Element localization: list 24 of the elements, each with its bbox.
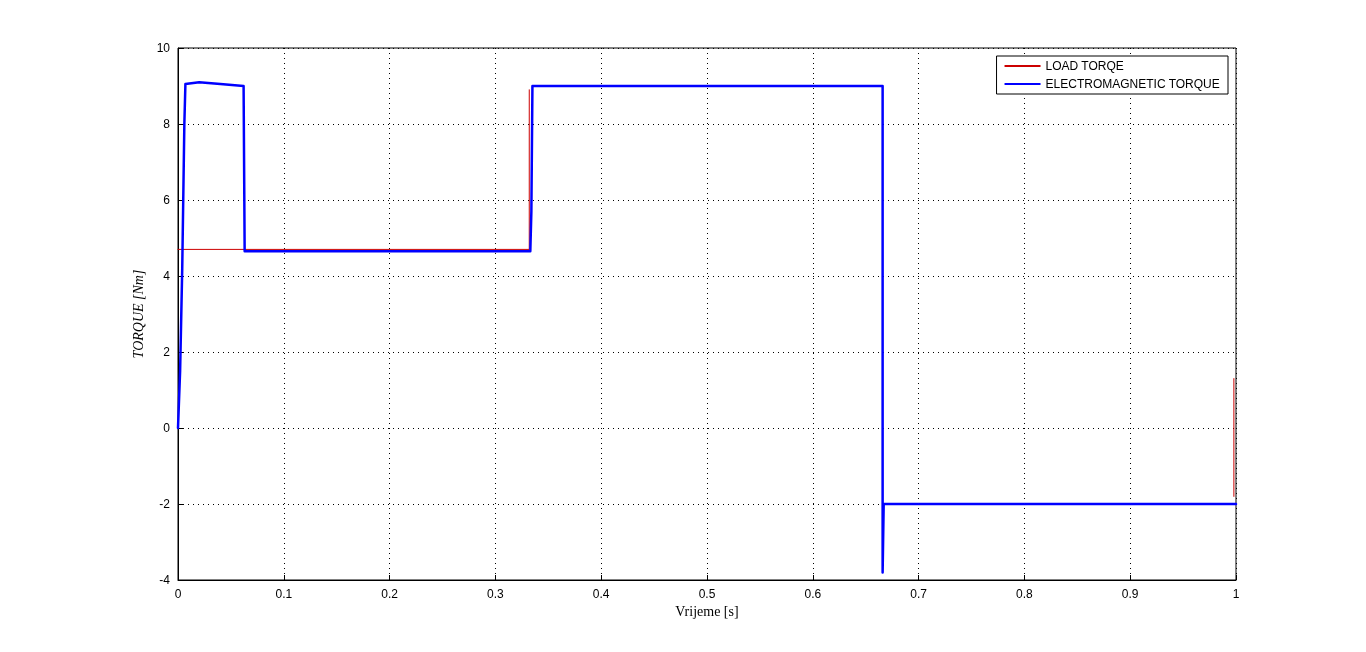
- x-tick-label: 0.6: [804, 587, 822, 601]
- line-series: [176, 80, 1238, 574]
- x-tick-label: 1: [1232, 587, 1240, 601]
- y-tick-label: 2: [163, 345, 171, 359]
- y-tick-label: 4: [163, 269, 171, 283]
- y-axis-title: TORQUE [Nm]: [131, 269, 147, 359]
- y-tick-label: 8: [163, 117, 171, 131]
- y-tick-label: 6: [163, 193, 171, 207]
- x-tick-label: 0.7: [910, 587, 928, 601]
- y-tick-label: -4: [159, 573, 171, 587]
- y-tick-label: 0: [163, 421, 171, 435]
- legend-label: ELECTROMAGNETIC TORQUE: [1045, 77, 1220, 91]
- legend-label: LOAD TORQE: [1045, 59, 1124, 73]
- x-tick-label: 0.1: [275, 587, 293, 601]
- x-tick-label: 0.2: [381, 587, 399, 601]
- x-tick-label: 0.3: [487, 587, 505, 601]
- x-axis-title: Vrijeme [s]: [675, 604, 739, 620]
- x-tick-label: 0.9: [1121, 587, 1139, 601]
- x-tick-label: 0.5: [698, 587, 716, 601]
- x-tick-label: 0.4: [592, 587, 610, 601]
- x-tick-label: 0.8: [1016, 587, 1034, 601]
- y-tick-label: -2: [159, 497, 171, 511]
- y-tick-label: 10: [156, 41, 171, 55]
- x-tick-label: 0: [174, 587, 182, 601]
